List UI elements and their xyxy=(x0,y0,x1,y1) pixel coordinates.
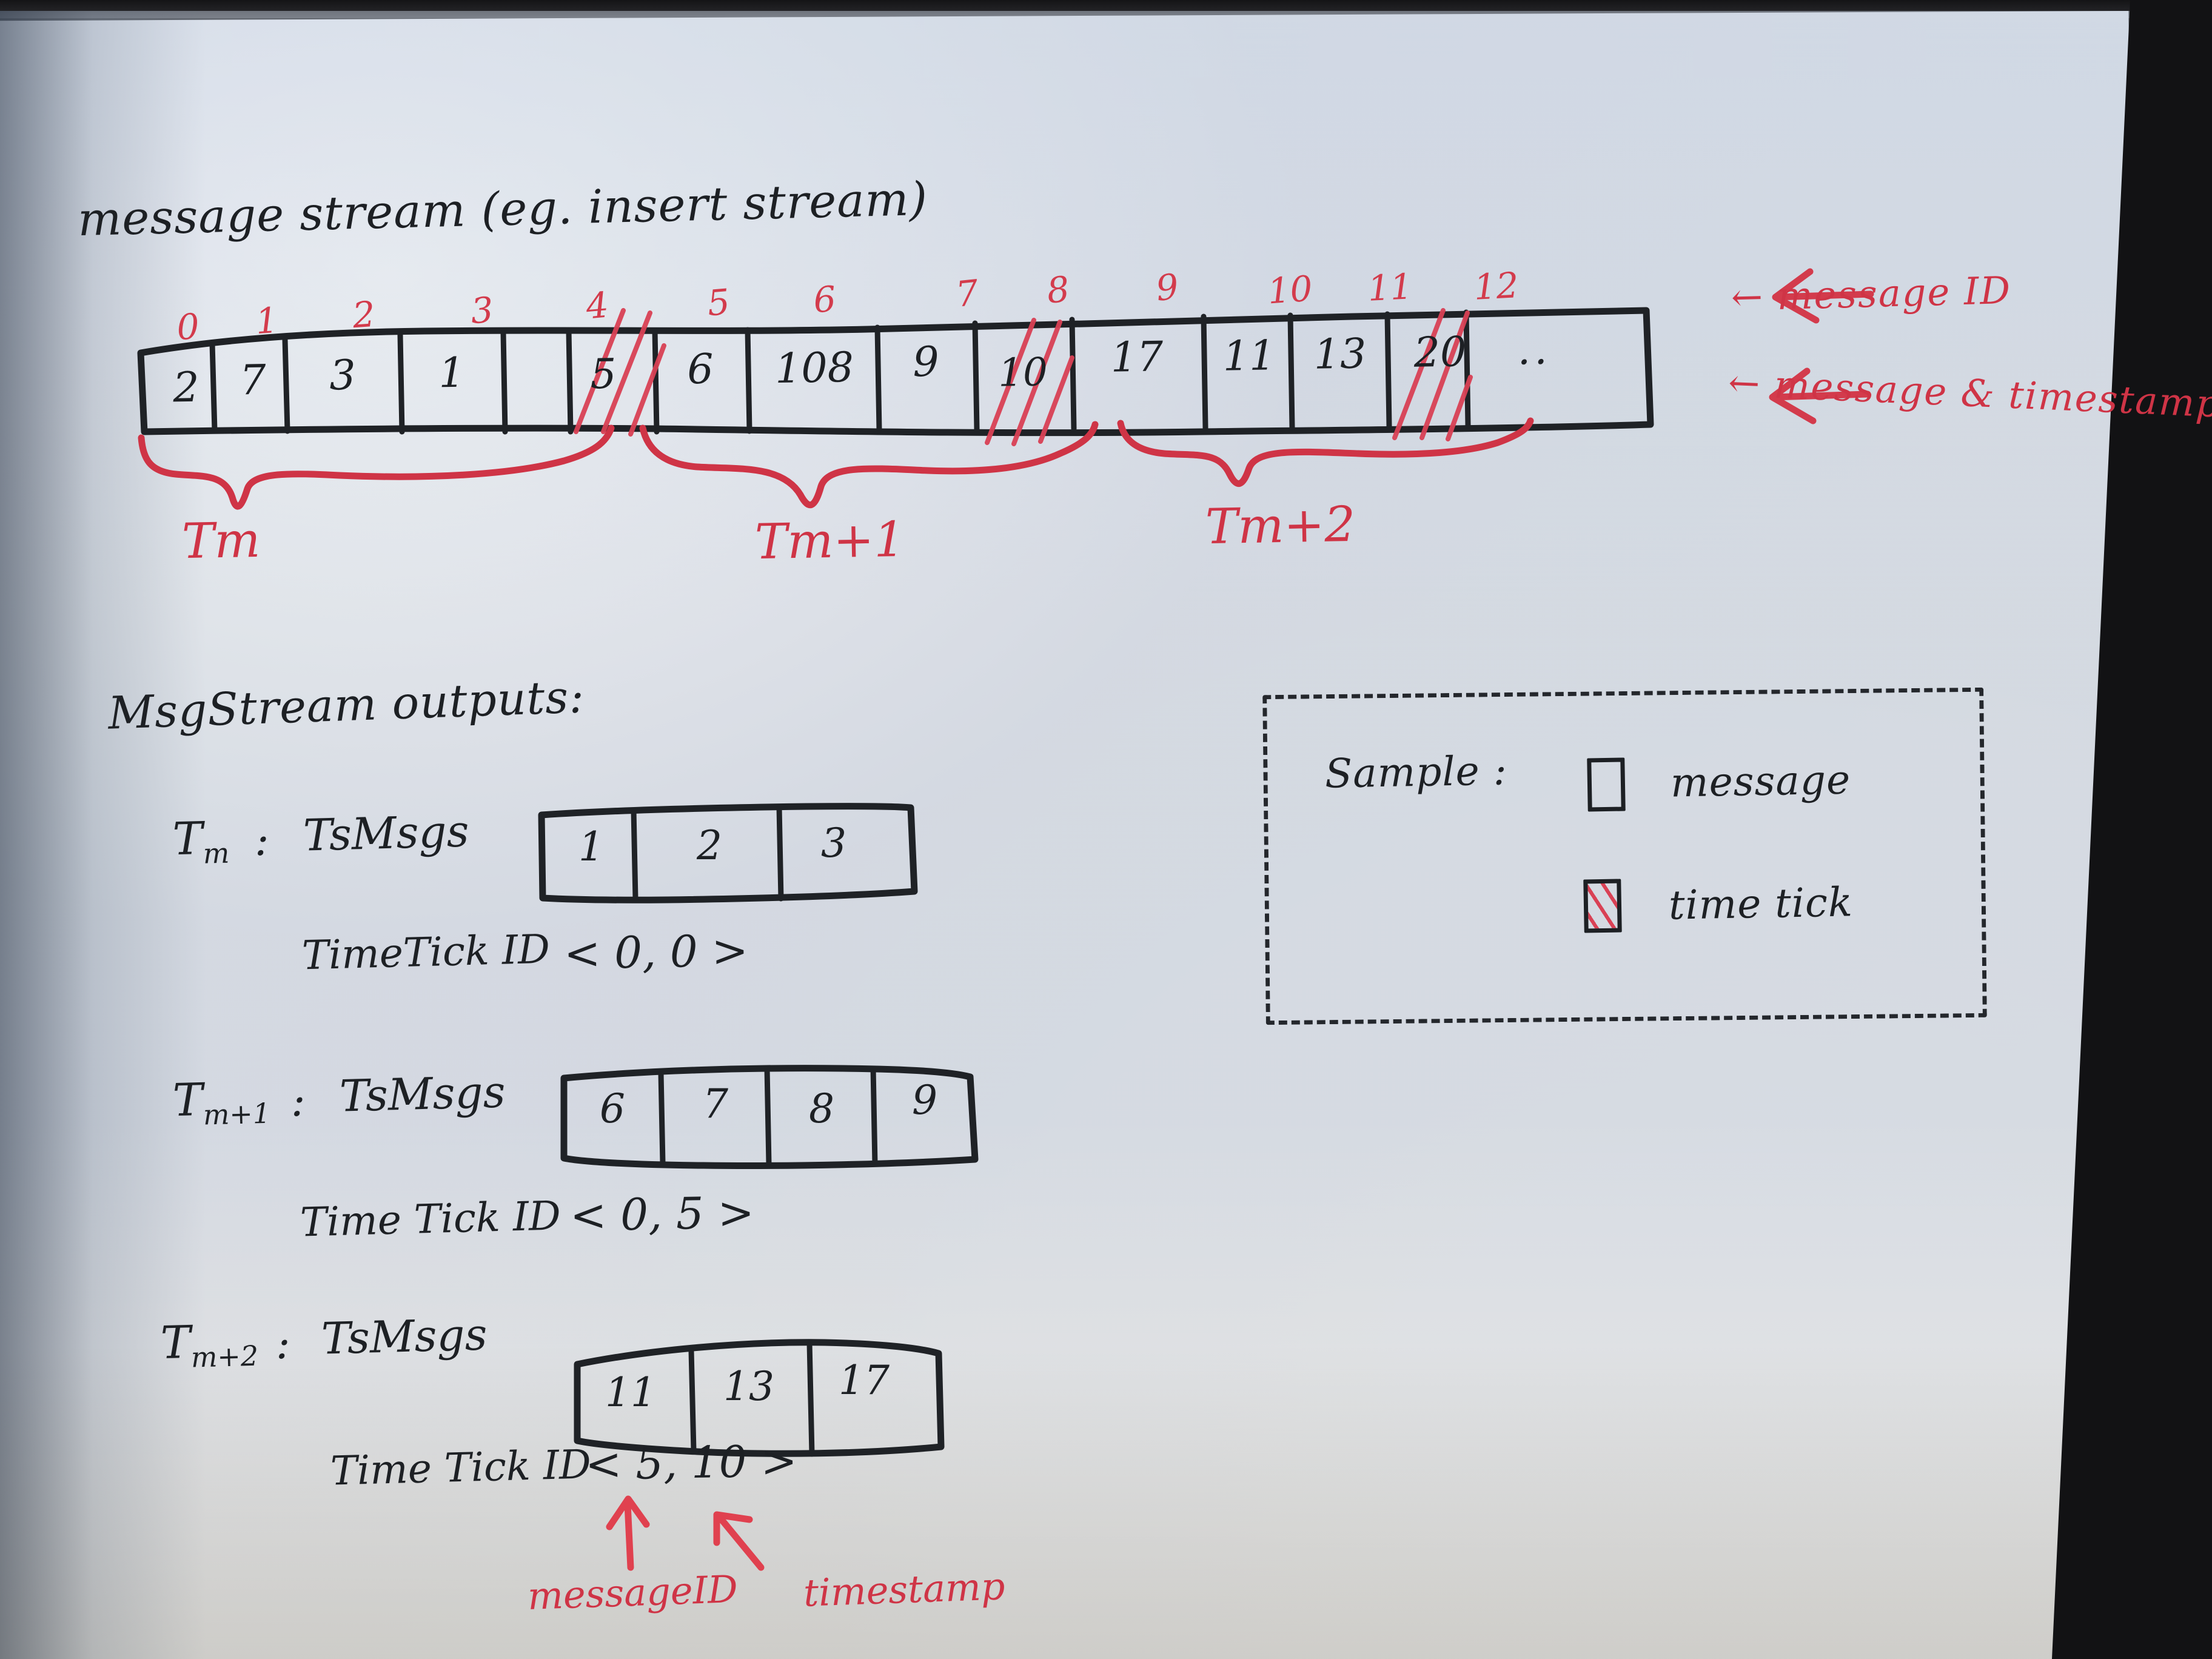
output-group-tm2-msg-1: 13 xyxy=(723,1363,774,1410)
stream-cell-7-value: 9 xyxy=(912,338,940,387)
legend-label-message: message xyxy=(1670,756,1851,806)
tm1-name-sub: m+1 xyxy=(203,1096,271,1131)
stream-index-7: 7 xyxy=(954,272,980,315)
tm1-tick-open: < xyxy=(569,1189,608,1241)
tm-tick-message-id: 0 xyxy=(614,927,643,979)
stream-index-12: 12 xyxy=(1472,264,1520,308)
brace-label-tm2-text: Tm+2 xyxy=(1205,495,1356,555)
brace-label-tm2: Tm+2 xyxy=(1205,496,1356,555)
legend-swatch-timetick-icon xyxy=(1583,879,1622,933)
output-group-tm-msgs-label: TsMsgs xyxy=(302,805,470,861)
callout-message-id: messageID xyxy=(526,1566,739,1619)
output-group-tm1-msg-3: 9 xyxy=(912,1077,937,1124)
tm2-tick-comma: , xyxy=(663,1437,678,1489)
legend-swatch-message-icon xyxy=(1587,757,1626,812)
tm-name-base: T xyxy=(172,812,204,866)
output-group-tm1-tick-label: Time Tick ID xyxy=(300,1192,561,1246)
stream-index-1: 1 xyxy=(254,299,280,343)
stream-cell-4-value: 5 xyxy=(589,350,617,399)
stream-index-row-note: ← message ID xyxy=(1731,267,2012,320)
output-group-tm1-msg-2: 8 xyxy=(809,1085,834,1132)
tm1-tick-close: > xyxy=(717,1187,755,1239)
stream-cell-2-value: 3 xyxy=(329,351,357,400)
tm2-tick-timestamp: 10 xyxy=(691,1436,748,1488)
tm-name-sub: m xyxy=(203,836,230,870)
brace-label-tm1-text: Tm+1 xyxy=(754,511,905,571)
tm2-tick-close: > xyxy=(760,1435,798,1487)
tm-tick-timestamp: 0 xyxy=(669,925,699,977)
output-group-tm-msg-2: 3 xyxy=(821,820,846,866)
stream-cell-1-value: 7 xyxy=(239,356,267,405)
stream-cell-3-value: 1 xyxy=(438,349,466,398)
stream-cell-11-value: 13 xyxy=(1313,330,1367,379)
stream-index-4: 4 xyxy=(584,284,611,327)
output-group-tm1-tick-tuple: < 0, 5 > xyxy=(569,1187,754,1241)
output-group-tm1-msg-0: 6 xyxy=(600,1085,625,1132)
tm1-tick-timestamp: 5 xyxy=(675,1187,705,1239)
output-group-tm-colon: : xyxy=(255,816,270,865)
output-group-tm2-tick-label: Time Tick ID xyxy=(330,1441,592,1495)
output-group-tm2-msgs-label: TsMsgs xyxy=(320,1309,488,1364)
tm-tick-open: < xyxy=(563,927,602,979)
stream-index-11: 11 xyxy=(1366,266,1414,309)
output-group-tm-msg-1: 2 xyxy=(697,822,722,869)
stream-index-5: 5 xyxy=(705,281,732,324)
stream-cell-5-value: 6 xyxy=(686,345,714,394)
output-group-tm-msg-0: 1 xyxy=(578,823,604,870)
stream-cell-10-value: 11 xyxy=(1222,332,1276,381)
brace-label-tm-text: Tm xyxy=(181,511,261,570)
output-group-tm2-msg-2: 17 xyxy=(839,1357,890,1404)
stream-cell-6-value: 108 xyxy=(774,343,854,394)
stream-index-9: 9 xyxy=(1154,266,1181,309)
output-group-tm-name: Tm xyxy=(172,812,230,871)
output-group-tm-tick-tuple: < 0, 0 > xyxy=(563,925,748,979)
tm1-name-base: T xyxy=(172,1073,204,1127)
output-group-tm1-msgs-label: TsMsgs xyxy=(338,1066,506,1122)
stream-cell-12-value: 20 xyxy=(1413,328,1467,377)
callout-timestamp: timestamp xyxy=(802,1564,1006,1615)
output-group-tm2-tick-tuple: < 5, 10 > xyxy=(585,1435,797,1490)
output-group-tm1-msg-1: 7 xyxy=(703,1081,728,1127)
tm-tick-comma: , xyxy=(642,927,657,978)
stream-index-6: 6 xyxy=(812,278,837,321)
tm1-tick-comma: , xyxy=(648,1188,663,1240)
stream-cell-9-value: 17 xyxy=(1110,333,1164,382)
stream-index-2: 2 xyxy=(351,293,377,337)
brace-label-tm1: Tm+1 xyxy=(754,511,905,570)
output-group-tm2-name: Tm+2 xyxy=(160,1315,259,1375)
stream-index-0: 0 xyxy=(175,306,201,348)
tm2-tick-open: < xyxy=(585,1438,623,1490)
tm2-tick-message-id: 5 xyxy=(635,1437,664,1489)
stream-cell-ellipsis: .. xyxy=(1517,326,1552,375)
output-group-tm2-msg-0: 11 xyxy=(605,1369,656,1416)
brace-label-tm: Tm xyxy=(181,512,261,569)
legend-box xyxy=(1262,687,1987,1025)
tm-tick-close: > xyxy=(711,925,749,977)
output-group-tm1-name: Tm+1 xyxy=(172,1072,271,1132)
stream-index-3: 3 xyxy=(469,289,495,332)
stream-cell-0-value: 2 xyxy=(172,363,200,412)
stream-index-8: 8 xyxy=(1045,268,1071,312)
stream-index-10: 10 xyxy=(1266,267,1314,312)
tm1-tick-message-id: 0 xyxy=(620,1188,649,1241)
legend-label-timetick: time tick xyxy=(1668,879,1854,929)
output-group-tm2-colon: : xyxy=(276,1319,291,1369)
legend-title: Sample : xyxy=(1324,747,1508,797)
stream-cell-8-value: 10 xyxy=(997,350,1048,396)
output-group-tm1-colon: : xyxy=(291,1076,306,1126)
tm2-name-base: T xyxy=(159,1316,192,1370)
output-group-tm-tick-label: TimeTick ID xyxy=(301,925,551,979)
tm2-name-sub: m+2 xyxy=(190,1339,259,1374)
